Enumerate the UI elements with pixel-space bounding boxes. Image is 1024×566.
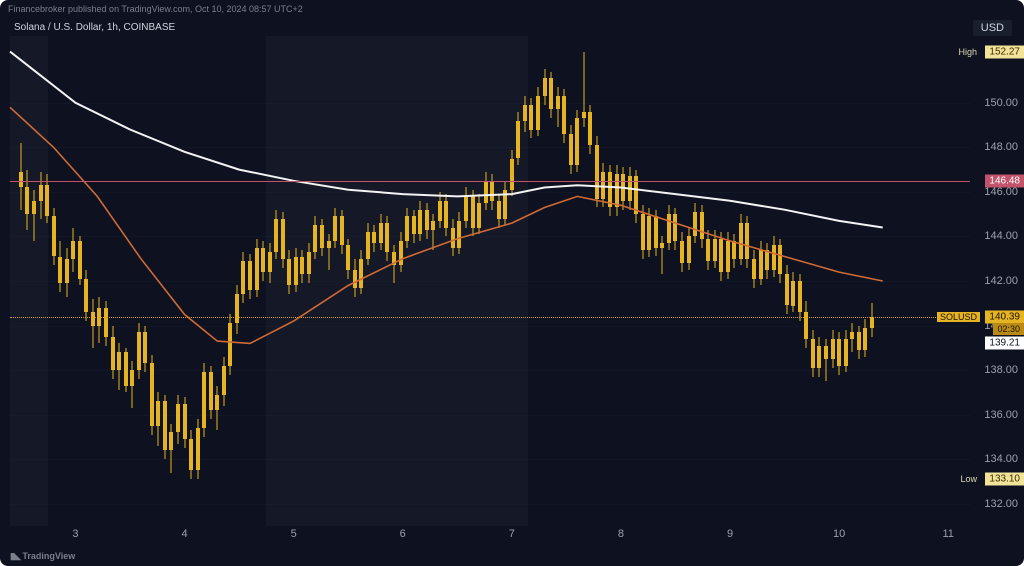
x-tick: 10 <box>833 528 845 540</box>
ma-orange <box>10 107 883 343</box>
currency-label: USD <box>973 20 1012 36</box>
countdown-badge: 02:30 <box>993 323 1024 335</box>
low-value: 133.10 <box>985 473 1024 486</box>
x-tick: 11 <box>942 528 953 540</box>
low-label: Low <box>957 474 980 484</box>
x-tick: 5 <box>291 528 297 540</box>
y-tick: 144.00 <box>984 230 1018 242</box>
y-tick: 132.00 <box>984 498 1018 510</box>
tradingview-logo: ▮◣ TradingView <box>10 551 75 562</box>
ma-overlay <box>10 36 970 526</box>
publisher-line: Financebroker published on TradingView.c… <box>8 4 303 14</box>
x-tick: 4 <box>181 528 187 540</box>
y-tick: 138.00 <box>984 364 1018 376</box>
price-badge: 139.21 <box>985 337 1024 350</box>
price-line <box>10 317 970 318</box>
y-tick: 142.00 <box>984 275 1018 287</box>
y-tick: 136.00 <box>984 409 1018 421</box>
x-tick: 9 <box>727 528 733 540</box>
chart-container: Financebroker published on TradingView.c… <box>0 0 1024 566</box>
y-tick: 146.00 <box>984 186 1018 198</box>
symbol-label: Solana / U.S. Dollar, 1h, COINBASE <box>14 22 175 33</box>
x-axis: 3 4 5 6 7 8 9 10 11 <box>10 528 970 546</box>
y-axis: 132.00134.00136.00138.00140.00142.00144.… <box>970 36 1024 526</box>
price-badge: 146.48 <box>985 175 1024 188</box>
x-tick: 8 <box>618 528 624 540</box>
high-value: 152.27 <box>985 46 1024 59</box>
plot-area[interactable] <box>10 36 970 526</box>
x-tick: 6 <box>400 528 406 540</box>
y-tick: 150.00 <box>984 97 1018 109</box>
x-tick: 3 <box>72 528 78 540</box>
high-label: High <box>955 47 980 57</box>
x-tick: 7 <box>509 528 515 540</box>
price-badge: 140.39 <box>985 310 1024 323</box>
price-symbol-badge: SOLUSD <box>937 312 980 322</box>
y-tick: 148.00 <box>984 141 1018 153</box>
ma-white <box>10 52 883 228</box>
price-line <box>10 181 970 182</box>
y-tick: 134.00 <box>984 453 1018 465</box>
